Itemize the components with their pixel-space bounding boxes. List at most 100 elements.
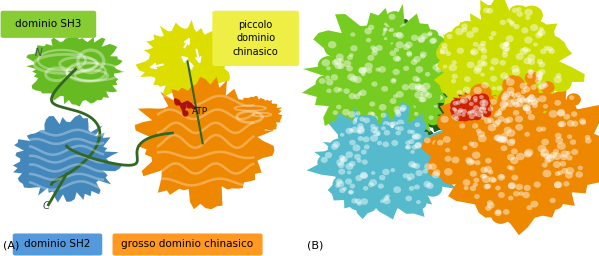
Circle shape	[482, 106, 486, 110]
Circle shape	[349, 190, 353, 194]
Circle shape	[346, 151, 353, 158]
Circle shape	[316, 76, 334, 91]
Circle shape	[371, 50, 378, 56]
Circle shape	[386, 48, 404, 63]
Circle shape	[411, 140, 430, 156]
Circle shape	[434, 98, 438, 101]
Circle shape	[418, 52, 432, 65]
Circle shape	[554, 100, 561, 106]
Circle shape	[386, 118, 408, 137]
Circle shape	[392, 88, 413, 106]
Circle shape	[344, 53, 360, 66]
Circle shape	[486, 104, 500, 116]
Circle shape	[477, 131, 485, 137]
Circle shape	[498, 136, 506, 143]
Circle shape	[566, 167, 574, 174]
Circle shape	[470, 64, 491, 83]
Circle shape	[420, 130, 424, 134]
Circle shape	[454, 88, 470, 101]
Circle shape	[525, 67, 541, 81]
Circle shape	[461, 184, 475, 196]
Circle shape	[532, 103, 538, 108]
Circle shape	[391, 125, 395, 129]
Circle shape	[454, 116, 459, 121]
Circle shape	[372, 125, 384, 135]
Circle shape	[424, 132, 428, 135]
Circle shape	[536, 66, 553, 82]
Circle shape	[413, 145, 416, 148]
Circle shape	[432, 64, 440, 70]
Circle shape	[472, 112, 482, 120]
Circle shape	[423, 88, 438, 101]
Circle shape	[400, 171, 416, 185]
Circle shape	[424, 100, 434, 108]
Circle shape	[522, 47, 528, 52]
Circle shape	[508, 182, 516, 189]
Circle shape	[515, 124, 523, 131]
Circle shape	[555, 171, 560, 176]
Circle shape	[561, 111, 578, 127]
Circle shape	[404, 131, 415, 140]
Circle shape	[334, 58, 341, 65]
Circle shape	[380, 199, 385, 203]
Circle shape	[397, 141, 409, 151]
Circle shape	[498, 41, 520, 60]
Circle shape	[358, 170, 377, 187]
Circle shape	[417, 87, 438, 105]
Circle shape	[504, 16, 518, 28]
Circle shape	[486, 8, 493, 14]
Circle shape	[394, 109, 401, 115]
Circle shape	[412, 159, 418, 163]
Circle shape	[518, 25, 537, 41]
Circle shape	[456, 108, 467, 118]
Circle shape	[441, 153, 459, 169]
Circle shape	[509, 20, 514, 25]
Circle shape	[358, 147, 374, 161]
Circle shape	[541, 139, 549, 145]
Circle shape	[338, 106, 359, 124]
Circle shape	[355, 121, 371, 135]
Circle shape	[470, 181, 484, 192]
Circle shape	[498, 134, 517, 151]
Circle shape	[390, 98, 397, 104]
Circle shape	[444, 98, 450, 102]
Circle shape	[400, 40, 412, 51]
Circle shape	[365, 109, 382, 124]
Circle shape	[498, 116, 504, 122]
Circle shape	[357, 123, 364, 129]
Circle shape	[418, 141, 429, 151]
Circle shape	[538, 151, 552, 162]
Circle shape	[397, 105, 413, 118]
Circle shape	[393, 30, 413, 47]
Circle shape	[560, 154, 567, 160]
Circle shape	[400, 105, 407, 111]
Circle shape	[406, 137, 422, 150]
Circle shape	[378, 184, 384, 189]
Circle shape	[482, 203, 499, 218]
Circle shape	[426, 114, 440, 125]
Circle shape	[534, 57, 550, 71]
Point	[180, 111, 189, 115]
Circle shape	[410, 53, 429, 70]
Circle shape	[361, 25, 381, 42]
Circle shape	[516, 11, 523, 17]
Circle shape	[508, 65, 530, 84]
Circle shape	[511, 65, 519, 72]
Circle shape	[553, 149, 559, 154]
Circle shape	[435, 68, 441, 73]
Circle shape	[467, 111, 472, 115]
Circle shape	[522, 96, 536, 108]
Circle shape	[422, 169, 428, 174]
Circle shape	[409, 142, 413, 145]
Circle shape	[509, 91, 524, 104]
Circle shape	[524, 46, 537, 57]
Circle shape	[381, 32, 389, 39]
Circle shape	[401, 39, 422, 56]
Circle shape	[467, 139, 487, 156]
Circle shape	[509, 166, 515, 170]
Circle shape	[446, 51, 451, 56]
Circle shape	[552, 169, 567, 182]
Circle shape	[468, 108, 480, 119]
Circle shape	[531, 99, 538, 105]
Circle shape	[412, 144, 420, 152]
